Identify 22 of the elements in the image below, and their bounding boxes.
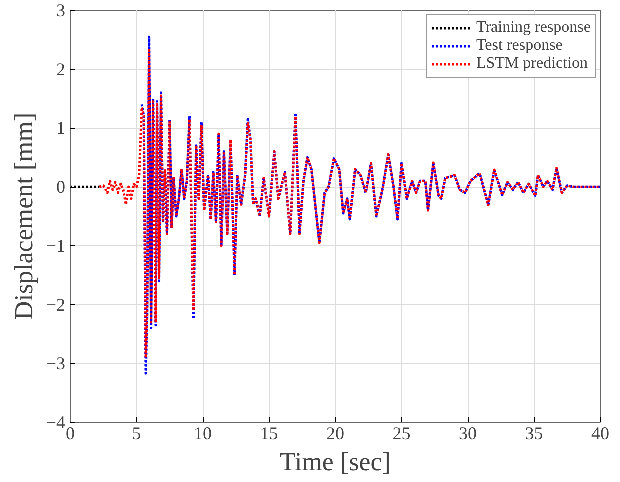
y-tick-label: −4 <box>46 412 66 432</box>
y-tick-label: 0 <box>56 177 66 198</box>
x-tick-label: 35 <box>525 424 544 444</box>
y-tick-label: −2 <box>46 294 66 315</box>
legend-label: Test response <box>476 37 563 55</box>
x-tick-label: 40 <box>592 424 610 444</box>
y-tick-label: −1 <box>46 236 66 256</box>
legend-label: LSTM prediction <box>476 55 588 73</box>
line-series <box>140 36 600 375</box>
y-tick-label: 2 <box>56 59 66 80</box>
x-tick-label: 15 <box>260 424 278 444</box>
x-tick-label: 5 <box>132 424 142 444</box>
x-tick-label: 10 <box>194 424 212 444</box>
y-axis-title: Displacement [mm] <box>9 112 38 320</box>
y-tick-label: −3 <box>46 354 66 374</box>
x-tick-label: 20 <box>326 424 344 444</box>
y-tick-label: 1 <box>56 118 66 138</box>
y-tick-label: 3 <box>56 0 66 20</box>
x-axis-title: Time [sec] <box>280 448 391 476</box>
legend-label: Training response <box>476 19 591 37</box>
x-tick-label: 25 <box>392 424 411 444</box>
x-tick-label: 30 <box>459 424 477 444</box>
